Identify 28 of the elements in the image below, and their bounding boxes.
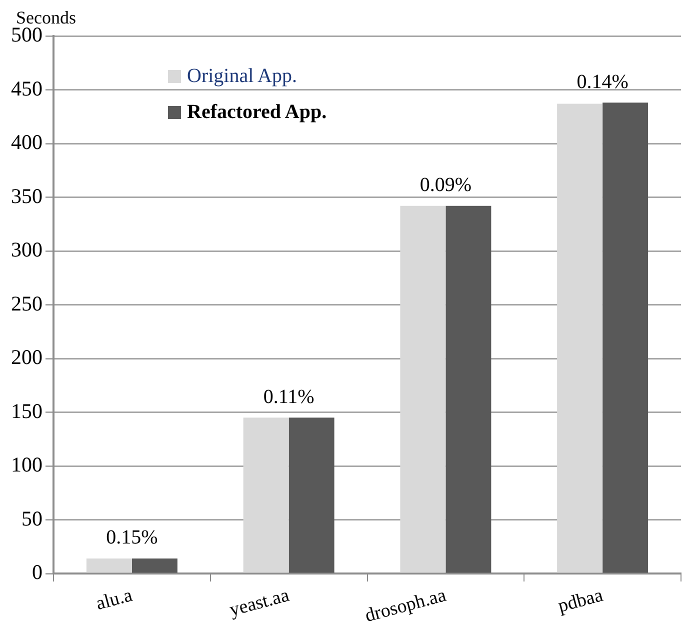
- x-tick-label: alu.a: [94, 584, 136, 615]
- bar: [86, 558, 132, 573]
- y-tick-label: 250: [11, 291, 42, 316]
- x-tick-label: drosoph.aa: [362, 584, 449, 627]
- bar: [132, 558, 178, 573]
- y-tick-label: 200: [11, 345, 42, 370]
- bar: [602, 102, 648, 573]
- annotation: 0.15%: [106, 526, 158, 549]
- bar: [446, 206, 492, 573]
- legend-label: Original App.: [187, 64, 297, 89]
- y-tick-label: 400: [11, 130, 42, 154]
- x-tick-label: pdbaa: [556, 584, 606, 617]
- y-tick-label: 0: [32, 560, 42, 584]
- y-tick-label: 300: [11, 238, 42, 262]
- y-tick-label: 450: [11, 76, 42, 100]
- y-tick-label: 350: [11, 184, 42, 208]
- bar: [243, 418, 289, 573]
- annotation: 0.11%: [263, 386, 314, 408]
- y-tick-label: 150: [11, 398, 42, 423]
- bar: [557, 104, 603, 573]
- y-tick-label: 100: [11, 452, 42, 477]
- annotation: 0.09%: [420, 174, 472, 196]
- annotation: 0.14%: [576, 70, 628, 93]
- y-tick-label: 50: [22, 506, 42, 530]
- bar: [288, 418, 334, 573]
- x-tick-label: yeast.aa: [227, 584, 292, 621]
- legend-label: Refactored App.: [187, 100, 327, 125]
- bar: [400, 206, 446, 573]
